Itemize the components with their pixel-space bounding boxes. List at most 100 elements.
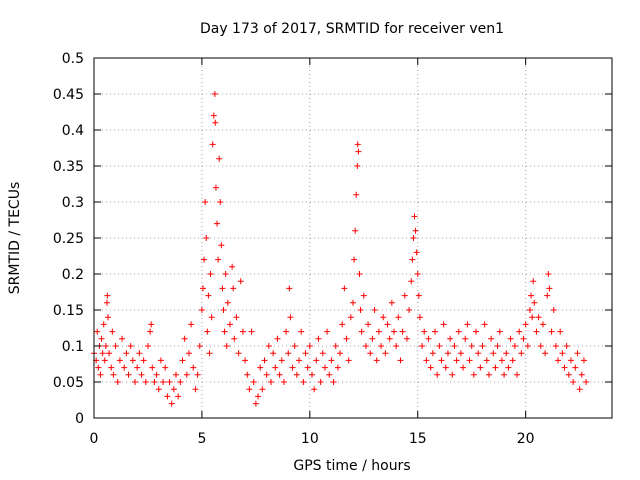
data-point	[157, 357, 164, 364]
y-tick-labels: 0 0.05 0.1 0.15 0.2 0.25 0.3 0.35 0.4 0.45 0.5	[53, 51, 84, 427]
data-point	[421, 328, 428, 335]
data-point	[198, 307, 205, 313]
data-point	[308, 371, 315, 378]
data-point	[210, 112, 217, 119]
data-point	[160, 379, 167, 385]
data-point	[546, 285, 553, 292]
data-point	[537, 343, 544, 349]
data-point	[503, 350, 510, 357]
y-tick-label: 0.15	[53, 303, 84, 319]
data-point	[557, 328, 564, 335]
data-point	[449, 371, 456, 378]
data-point	[530, 278, 537, 285]
data-point	[559, 350, 566, 357]
data-point	[535, 314, 542, 321]
data-point	[183, 371, 190, 378]
data-point	[104, 292, 111, 299]
data-point	[106, 350, 113, 357]
data-point	[444, 350, 451, 357]
data-point	[205, 292, 212, 299]
data-point	[212, 119, 219, 126]
data-point	[315, 335, 322, 342]
data-point	[164, 393, 171, 400]
data-point	[355, 148, 362, 155]
data-point	[142, 379, 149, 385]
data-point	[326, 371, 333, 378]
data-point	[419, 343, 426, 349]
data-point	[170, 386, 177, 393]
data-point	[313, 357, 320, 364]
data-point	[208, 314, 215, 321]
data-point	[155, 386, 162, 393]
data-point	[289, 364, 296, 371]
data-point	[526, 307, 533, 313]
data-point	[123, 350, 130, 357]
data-point	[108, 364, 115, 371]
data-point	[97, 371, 104, 378]
data-point	[204, 328, 211, 335]
data-point	[358, 328, 365, 335]
data-point	[563, 343, 570, 349]
data-point	[548, 328, 555, 335]
data-point	[529, 314, 536, 321]
data-point	[222, 271, 229, 277]
data-point	[570, 379, 577, 385]
chart-title: Day 173 of 2017, SRMTID for receiver ven…	[200, 21, 504, 37]
data-point	[475, 350, 482, 357]
data-point	[246, 386, 253, 393]
data-point	[399, 328, 406, 335]
data-point	[286, 285, 293, 292]
data-points	[91, 91, 590, 407]
data-point	[505, 364, 512, 371]
data-point	[199, 285, 206, 292]
data-point	[209, 141, 216, 148]
data-point	[177, 379, 184, 385]
data-point	[451, 343, 458, 349]
data-point	[252, 400, 259, 407]
data-point	[179, 357, 186, 364]
data-point	[509, 357, 516, 364]
data-point	[401, 292, 408, 299]
data-point	[231, 335, 238, 342]
data-point	[550, 307, 557, 313]
data-point	[138, 371, 145, 378]
data-point	[470, 371, 477, 378]
data-point	[539, 321, 546, 328]
data-point	[409, 256, 416, 263]
data-point	[384, 321, 391, 328]
data-point	[403, 335, 410, 342]
data-point	[311, 386, 318, 393]
data-point	[224, 299, 231, 306]
data-point	[408, 278, 415, 285]
data-point	[151, 379, 158, 385]
data-point	[110, 371, 117, 378]
y-tick-label: 0.25	[53, 231, 84, 247]
y-tick-label: 0.5	[62, 51, 84, 67]
data-point	[516, 328, 523, 335]
data-point	[129, 357, 136, 364]
data-point	[531, 299, 538, 306]
data-point	[343, 335, 350, 342]
data-point	[219, 285, 226, 292]
x-tick-label: 20	[517, 431, 535, 447]
data-point	[453, 357, 460, 364]
data-point	[347, 314, 354, 321]
data-point	[287, 314, 294, 321]
data-point	[265, 343, 272, 349]
data-point	[572, 364, 579, 371]
data-point	[212, 184, 219, 191]
data-point	[464, 321, 471, 328]
data-point	[524, 343, 531, 349]
data-point	[259, 386, 266, 393]
data-point	[125, 371, 132, 378]
data-point	[270, 350, 277, 357]
data-point	[267, 379, 274, 385]
data-point	[221, 328, 228, 335]
data-point	[460, 364, 467, 371]
data-point	[567, 357, 574, 364]
x-tick-label: 5	[197, 431, 206, 447]
data-point	[507, 335, 514, 342]
data-point	[291, 343, 298, 349]
data-point	[365, 321, 372, 328]
data-point	[201, 256, 208, 263]
